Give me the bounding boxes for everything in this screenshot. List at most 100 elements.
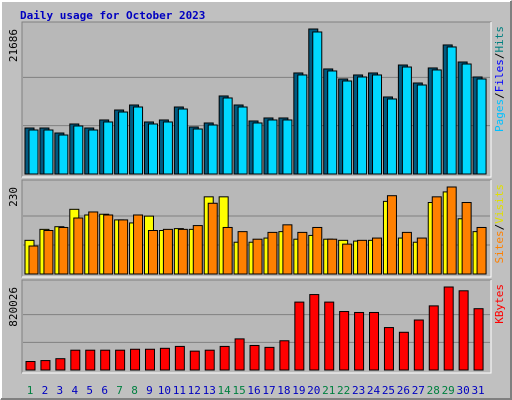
bar [43,129,54,175]
bar [73,125,84,175]
bar [222,226,233,275]
bar [357,76,368,175]
bar [222,97,233,175]
y-tick-label: 21686 [7,29,20,62]
panel-bevel [22,22,492,178]
bar [476,78,487,175]
bar [118,219,129,275]
bar [431,69,442,175]
x-tick-label: 8 [131,384,138,397]
bar [85,349,96,371]
bar [369,311,380,371]
bar [312,31,323,175]
bar [237,106,248,175]
bar [252,122,263,175]
bar [252,238,263,275]
x-tick-label: 5 [86,384,93,397]
bar [282,224,293,275]
bar [357,239,368,275]
x-tick-label: 21 [322,384,335,397]
bar [43,230,54,275]
bar [249,344,260,371]
x-tick-label: 19 [292,384,305,397]
bar [267,119,278,175]
bar [58,134,69,175]
bar [28,245,39,275]
bar [282,119,293,175]
x-tick-label: 20 [307,384,320,397]
bar [372,237,383,275]
x-tick-label: 17 [262,384,275,397]
x-tick-label: 11 [173,384,186,397]
bar [476,226,487,275]
bar [383,327,394,371]
bar [70,349,81,371]
bar [103,214,114,275]
bar [133,106,144,175]
y-tick-label: 820026 [7,287,20,327]
bar [144,348,155,371]
bar [159,347,170,371]
bar [416,84,427,175]
bar [189,350,200,371]
bar [130,348,141,371]
bar [461,202,472,275]
x-tick-label: 25 [382,384,395,397]
y-tick-label: 230 [7,187,20,207]
bar [416,237,427,275]
axis-label-part: Pages [493,99,506,132]
axis-label-part: / [493,53,506,60]
x-tick-label: 23 [352,384,365,397]
bar [58,226,69,275]
bar [431,196,442,275]
x-tick-label: 1 [27,384,34,397]
bar [461,63,472,175]
bar [73,217,84,275]
x-tick-label: 10 [158,384,171,397]
axis-label-part: KBytes [493,284,506,324]
bar [177,228,188,275]
bar [401,66,412,175]
bar [207,124,218,175]
axis-label-part: Sites [493,230,506,263]
bar [342,80,353,175]
bar [174,345,185,371]
bar [339,311,350,371]
bar [177,108,188,175]
bar [133,214,144,275]
bar [88,129,99,175]
x-tick-label: 31 [471,384,484,397]
bar [264,346,275,371]
bar [219,345,230,371]
bar [279,340,290,371]
axis-label: Pages/Files/Hits [493,26,506,132]
bar [147,123,158,175]
axis-label-part: Visits [493,184,506,224]
bar [204,349,215,371]
bar [118,111,129,175]
bar [100,349,111,371]
bar [25,361,36,371]
x-tick-label: 13 [203,384,216,397]
chart-title: Daily usage for October 2023 [20,9,205,22]
axis-label: Sites/Visits [493,184,506,264]
panel-bevel [22,280,492,374]
bar [446,46,457,175]
bar [28,129,39,175]
bar [192,128,203,175]
bar [297,231,308,275]
bar [413,319,424,371]
bar [354,311,365,371]
bar [267,231,278,275]
bar [147,230,158,275]
bar [309,294,320,371]
x-tick-label: 18 [277,384,290,397]
axis-label-part: Hits [493,26,506,53]
axis-label: KBytes [493,284,506,324]
bar [297,74,308,175]
bar [55,358,66,371]
bar [294,301,305,371]
x-tick-label: 9 [146,384,153,397]
bar [234,338,245,371]
